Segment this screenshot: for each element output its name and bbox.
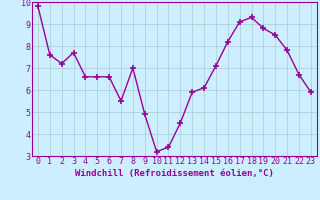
X-axis label: Windchill (Refroidissement éolien,°C): Windchill (Refroidissement éolien,°C)	[75, 169, 274, 178]
